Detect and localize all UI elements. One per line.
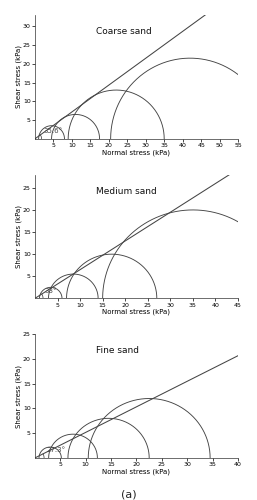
X-axis label: Normal stress (kPa): Normal stress (kPa) [103,150,170,156]
Text: 27.3°: 27.3° [46,447,65,453]
X-axis label: Normal stress (kPa): Normal stress (kPa) [103,309,170,316]
Y-axis label: Shear stress (kPa): Shear stress (kPa) [15,364,22,428]
X-axis label: Normal stress (kPa): Normal stress (kPa) [103,468,170,475]
Text: Coarse sand: Coarse sand [96,28,152,36]
Text: Fine sand: Fine sand [96,346,139,356]
Text: Medium sand: Medium sand [96,187,157,196]
Text: (a): (a) [121,490,136,500]
Y-axis label: Shear stress (kPa): Shear stress (kPa) [15,46,22,108]
Text: 35.6°: 35.6° [43,128,62,134]
Text: 33°: 33° [45,288,57,294]
Y-axis label: Shear stress (kPa): Shear stress (kPa) [15,205,22,268]
